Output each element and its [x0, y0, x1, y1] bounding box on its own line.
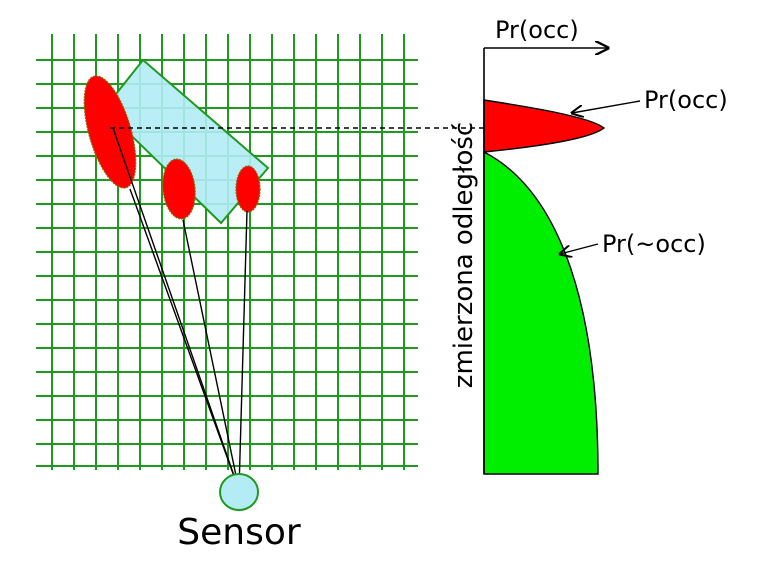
sensor-circle [219, 473, 259, 511]
axis-title-label: Pr(occ) [495, 16, 579, 44]
vertical-axis-label: zmierzona odległość [449, 122, 479, 388]
obstacle-rectangle [102, 58, 270, 225]
free-curve-pointer [560, 243, 599, 254]
sensor-label: Sensor [177, 512, 301, 553]
occ-curve-label: Pr(occ) [644, 86, 728, 114]
occupied-probability-peak [483, 99, 606, 153]
free-curve-label: Pr(~occ) [602, 230, 706, 258]
ray-left-edge [129, 188, 240, 491]
occ-curve-pointer [572, 100, 641, 113]
free-probability-region [483, 150, 599, 475]
sensor-rays [112, 127, 248, 491]
beam-ellipse-left [83, 75, 137, 189]
beam-ellipse-right [235, 165, 261, 213]
beam-ellipse-middle [162, 158, 196, 220]
ray-right [238, 210, 248, 491]
ray-middle [182, 219, 240, 491]
ray-center [112, 127, 240, 491]
